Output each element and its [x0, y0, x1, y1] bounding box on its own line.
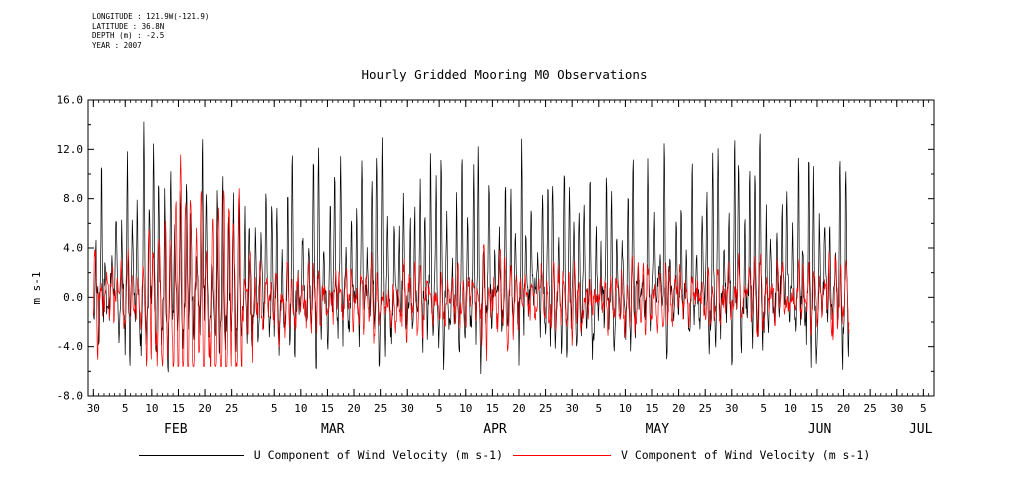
x-tick-label: 5	[271, 402, 278, 415]
x-tick-label: 10	[145, 402, 158, 415]
x-tick-label: 20	[837, 402, 850, 415]
x-tick-label: 30	[890, 402, 903, 415]
x-month-label: MAY	[646, 422, 670, 437]
y-tick-label: 12.0	[57, 143, 84, 156]
x-month-label: JUN	[808, 422, 831, 437]
x-tick-label: 30	[87, 402, 100, 415]
x-tick-label: 10	[784, 402, 797, 415]
y-tick-label: 16.0	[57, 94, 84, 107]
x-tick-label: 30	[725, 402, 738, 415]
metadata-year: YEAR : 2007	[92, 40, 142, 50]
x-tick-label: 25	[699, 402, 712, 415]
x-tick-label: 5	[595, 402, 602, 415]
series-line-u	[92, 121, 850, 375]
metadata-latitude: LATITUDE : 36.8N	[92, 21, 165, 31]
x-tick-label: 10	[459, 402, 472, 415]
x-tick-label: 25	[225, 402, 238, 415]
x-tick-label: 20	[512, 402, 525, 415]
x-month-label: MAR	[321, 422, 345, 437]
x-tick-label: 20	[198, 402, 211, 415]
series-line-v	[92, 154, 850, 367]
x-tick-label: 15	[645, 402, 658, 415]
x-month-label: FEB	[164, 422, 188, 437]
metadata-block: LONGITUDE : 121.9W(-121.9) LATITUDE : 36…	[92, 12, 209, 50]
x-tick-label: 5	[760, 402, 767, 415]
x-tick-label: 20	[672, 402, 685, 415]
y-tick-label: 0.0	[63, 291, 83, 304]
x-tick-label: 15	[172, 402, 185, 415]
y-tick-label: -8.0	[57, 390, 84, 403]
x-tick-label: 15	[321, 402, 334, 415]
x-tick-label: 25	[374, 402, 387, 415]
y-tick-label: -4.0	[57, 340, 84, 353]
x-tick-label: 15	[486, 402, 499, 415]
metadata-longitude: LONGITUDE : 121.9W(-121.9)	[92, 12, 210, 21]
x-tick-label: 5	[122, 402, 129, 415]
x-tick-label: 30	[401, 402, 414, 415]
x-tick-label: 25	[539, 402, 552, 415]
legend-label-v: V Component of Wind Velocity (m s-1)	[621, 448, 871, 462]
x-month-label: APR	[483, 422, 507, 437]
x-tick-label: 5	[436, 402, 443, 415]
x-tick-label: 25	[864, 402, 877, 415]
chart-legend: U Component of Wind Velocity (m s-1) V C…	[0, 448, 1009, 462]
x-tick-label: 30	[566, 402, 579, 415]
x-tick-label: 15	[810, 402, 823, 415]
y-tick-label: 4.0	[63, 242, 83, 255]
legend-line-v	[513, 454, 611, 456]
chart-title: Hourly Gridded Mooring M0 Observations	[361, 67, 648, 82]
metadata-depth: DEPTH (m) : -2.5	[92, 31, 165, 40]
legend-label-u: U Component of Wind Velocity (m s-1)	[253, 448, 503, 462]
x-tick-label: 10	[294, 402, 307, 415]
x-tick-label: 10	[619, 402, 632, 415]
legend-line-u	[138, 454, 244, 456]
x-tick-label: 20	[347, 402, 360, 415]
x-tick-label: 5	[920, 402, 927, 415]
y-axis-label: m s-1	[30, 271, 43, 304]
y-tick-label: 8.0	[63, 192, 83, 205]
x-month-label: JUL	[909, 422, 933, 437]
